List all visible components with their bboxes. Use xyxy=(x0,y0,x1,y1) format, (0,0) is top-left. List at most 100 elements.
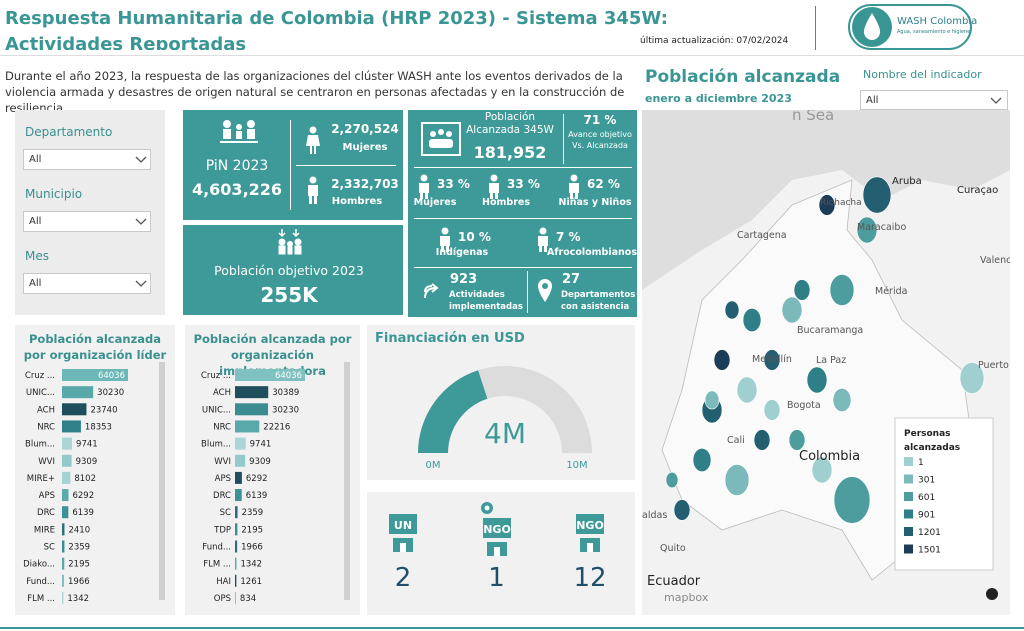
header-rule xyxy=(0,55,1024,56)
category-label: NRC xyxy=(213,422,231,432)
divider xyxy=(414,267,632,268)
icon xyxy=(306,126,320,154)
breakdown-value: 7 % xyxy=(556,230,581,244)
value-label: 9309 xyxy=(76,457,98,467)
org-value: 12 xyxy=(573,563,607,593)
bar xyxy=(62,471,71,484)
region xyxy=(818,194,836,216)
place-label: Cartagena xyxy=(737,230,787,241)
legend-swatch xyxy=(904,527,913,536)
place-label: La Paz xyxy=(816,355,846,366)
chevron xyxy=(135,156,147,163)
women-label: Mujeres xyxy=(342,142,388,153)
value-label: 1261 xyxy=(240,577,262,587)
chevron xyxy=(990,97,1002,104)
value-label: 2195 xyxy=(241,525,263,535)
icon xyxy=(308,176,318,204)
men-label: Hombres xyxy=(331,196,383,207)
legend-label: 1201 xyxy=(918,528,941,538)
region xyxy=(832,387,852,412)
activities-label: Actividades implementadas xyxy=(449,290,523,312)
bar xyxy=(235,591,236,604)
legend-title-line: Personas xyxy=(904,429,954,439)
map-subtitle: enero a diciembre 2023 xyxy=(645,92,792,105)
legend-swatch xyxy=(904,457,913,466)
target-card xyxy=(183,225,403,315)
separator xyxy=(815,6,816,50)
category-label: OPS xyxy=(214,594,231,604)
category-label: DRC xyxy=(37,508,55,518)
legend-label: 901 xyxy=(918,511,935,521)
target-label: Población objetivo 2023 xyxy=(214,263,364,278)
icon xyxy=(420,174,428,182)
org-label: UN xyxy=(394,519,412,532)
icon xyxy=(440,236,450,246)
value-label: 9309 xyxy=(249,457,271,467)
category-label: SC xyxy=(220,508,231,518)
scrollbar xyxy=(344,362,350,600)
filter-dropdown[interactable]: All xyxy=(23,149,151,170)
region xyxy=(724,464,750,496)
dropdown-value[interactable]: All xyxy=(29,278,42,289)
icon xyxy=(544,246,547,252)
icon xyxy=(495,193,498,199)
category-label: Diako... xyxy=(23,560,55,570)
logo xyxy=(848,4,972,50)
bar xyxy=(62,437,73,450)
value-label: 1966 xyxy=(241,543,263,553)
region xyxy=(829,274,855,306)
filter-dropdown[interactable]: All xyxy=(23,273,151,294)
divider xyxy=(527,271,528,313)
value-label: 9741 xyxy=(250,440,272,450)
category-label: HAI xyxy=(216,577,231,587)
icon xyxy=(419,174,429,199)
icon xyxy=(570,174,578,182)
value-label: 64036 xyxy=(98,371,125,381)
icon xyxy=(441,246,444,252)
activities-value: 923 xyxy=(450,272,478,287)
legend-label: 601 xyxy=(918,493,935,503)
org-door xyxy=(400,543,406,552)
chevron xyxy=(135,280,147,287)
region xyxy=(862,176,892,214)
info-icon xyxy=(986,588,998,600)
icon xyxy=(538,227,548,252)
filter-dropdown[interactable]: All xyxy=(23,211,151,232)
org-icon: NGO xyxy=(480,502,511,556)
bar xyxy=(235,540,238,553)
legend-swatch xyxy=(904,509,913,519)
place-label: Cali xyxy=(727,435,745,446)
category-label: WVI xyxy=(38,457,55,467)
icon xyxy=(446,246,449,252)
breakdown-label: Hombres xyxy=(482,197,530,208)
dropdown-value[interactable]: All xyxy=(29,154,42,165)
bar xyxy=(62,386,94,399)
map-title: Población alcanzada xyxy=(645,67,841,87)
icon xyxy=(569,183,579,193)
breakdown-value: 62 % xyxy=(587,177,620,191)
region xyxy=(742,308,762,333)
icon xyxy=(538,236,548,246)
bar xyxy=(62,489,69,502)
region xyxy=(833,476,871,524)
departments-value: 27 xyxy=(562,272,581,287)
gauge-fill xyxy=(418,370,488,453)
value-label: 30230 xyxy=(272,405,299,415)
region xyxy=(793,279,811,301)
icon xyxy=(489,183,499,193)
indicator-dropdown[interactable]: All xyxy=(860,90,1008,110)
bar xyxy=(235,454,246,467)
category-label: UNIC... xyxy=(202,405,231,415)
gauge-tick-label: 0M xyxy=(426,460,441,471)
progress-value: 71 % xyxy=(583,113,617,127)
icon xyxy=(425,193,428,199)
region xyxy=(724,300,740,320)
region xyxy=(753,429,771,451)
value-label: 18353 xyxy=(85,422,112,432)
category-label: APS xyxy=(215,474,231,484)
dropdown-value[interactable]: All xyxy=(29,216,42,227)
pin xyxy=(484,505,489,511)
place-label: Bogota xyxy=(787,400,821,411)
